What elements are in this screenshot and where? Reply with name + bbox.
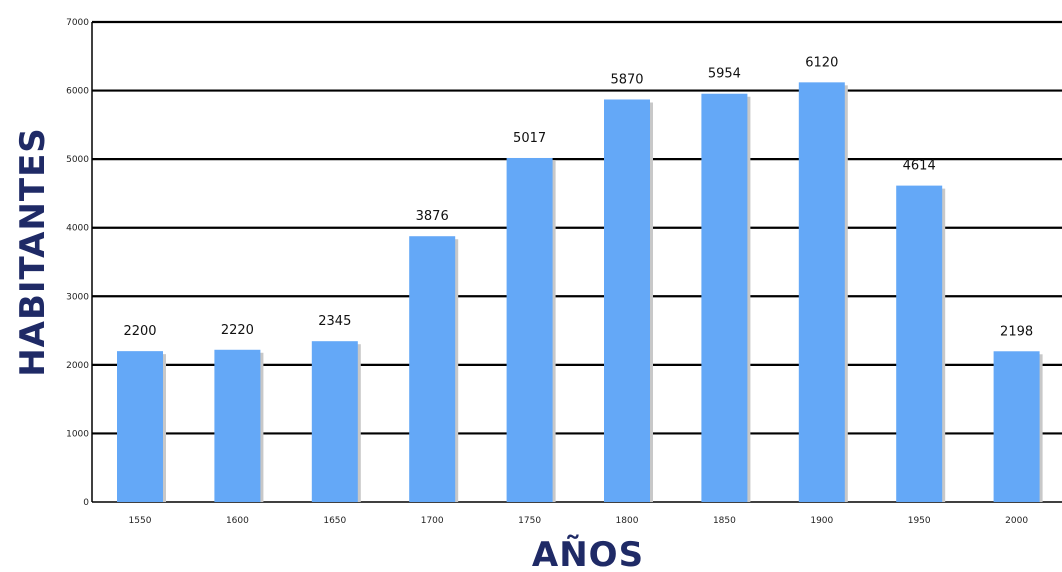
- y-tick-label: 2000: [66, 361, 89, 371]
- data-label: 5017: [513, 131, 546, 146]
- x-tick-label: 1750: [518, 516, 541, 526]
- y-axis-title: HABITANTES: [13, 127, 53, 377]
- y-tick-label: 4000: [66, 224, 89, 234]
- bar-1900: [798, 82, 845, 502]
- x-tick-label: 1700: [421, 516, 444, 526]
- data-label: 2200: [123, 324, 156, 339]
- x-axis-title: AÑOS: [532, 534, 644, 572]
- bar-1950: [896, 185, 943, 502]
- x-axis-ticks: 1550 1600 1650 1700 1750 1800 1850 1900 1950 2000: [129, 516, 1029, 526]
- x-tick-label: 1950: [908, 516, 931, 526]
- bar-1750: [506, 157, 553, 502]
- y-tick-label: 1000: [66, 429, 89, 439]
- bar-2000: [993, 351, 1040, 502]
- data-label: 3876: [416, 209, 449, 224]
- bar-1700: [409, 236, 456, 502]
- data-label: 2345: [318, 314, 351, 329]
- data-label: 5870: [610, 72, 643, 87]
- bars: [117, 82, 1043, 503]
- y-axis-ticks: 0 1000 2000 3000 4000 5000 6000 7000: [66, 18, 89, 508]
- bar-1650: [311, 341, 358, 502]
- data-label: 4614: [903, 159, 936, 174]
- x-tick-label: 1850: [713, 516, 736, 526]
- data-label: 6120: [805, 55, 838, 70]
- bar-1550: [117, 351, 163, 502]
- x-tick-label: 1900: [810, 516, 833, 526]
- y-tick-label: 0: [83, 498, 89, 508]
- x-tick-label: 1650: [323, 516, 346, 526]
- data-label: 2220: [221, 323, 254, 338]
- data-labels: 2200 2220 2345 3876 5017 5870 5954 6120 4614 2198: [123, 55, 1033, 339]
- data-label: 5954: [708, 67, 741, 82]
- x-tick-label: 1550: [129, 516, 152, 526]
- y-tick-label: 6000: [66, 87, 89, 97]
- bar-1600: [214, 349, 261, 502]
- y-tick-label: 7000: [66, 18, 89, 28]
- bar-1800: [604, 99, 650, 502]
- y-tick-label: 3000: [66, 292, 89, 302]
- x-tick-label: 1600: [226, 516, 249, 526]
- bar-1850: [701, 93, 748, 503]
- x-tick-label: 1800: [616, 516, 639, 526]
- x-tick-label: 2000: [1005, 516, 1028, 526]
- data-label: 2198: [1000, 324, 1033, 339]
- y-tick-label: 5000: [66, 155, 89, 165]
